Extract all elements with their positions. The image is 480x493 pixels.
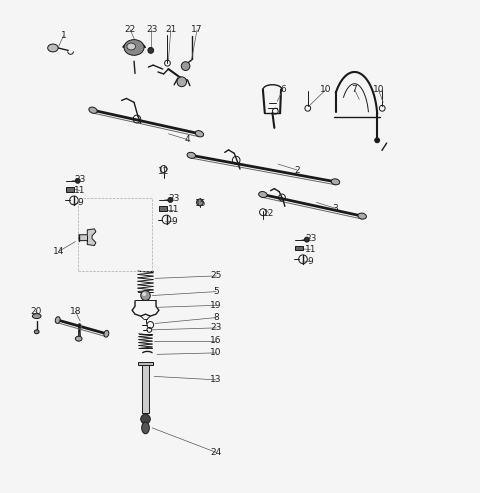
- Text: 21: 21: [165, 25, 177, 35]
- Ellipse shape: [124, 39, 144, 55]
- Circle shape: [142, 292, 146, 296]
- Text: 13: 13: [210, 375, 222, 385]
- Ellipse shape: [34, 330, 39, 334]
- Text: 16: 16: [210, 336, 222, 345]
- Text: 14: 14: [53, 247, 64, 256]
- Text: 23: 23: [146, 25, 157, 35]
- Text: 1: 1: [60, 31, 66, 40]
- Text: 23: 23: [168, 194, 180, 204]
- Text: 25: 25: [210, 272, 222, 281]
- Text: 18: 18: [70, 307, 81, 316]
- Text: 5: 5: [213, 287, 219, 296]
- Text: 12: 12: [263, 209, 275, 218]
- Text: 22: 22: [125, 25, 136, 35]
- Text: 8: 8: [213, 313, 219, 322]
- Bar: [295, 246, 303, 250]
- Polygon shape: [79, 229, 96, 246]
- Text: 10: 10: [320, 85, 332, 94]
- Text: 9: 9: [308, 257, 313, 266]
- Ellipse shape: [75, 336, 82, 341]
- Text: 17: 17: [192, 25, 203, 35]
- Circle shape: [197, 199, 203, 206]
- Text: 20: 20: [30, 307, 41, 316]
- Text: 9: 9: [171, 216, 177, 225]
- Text: 15: 15: [195, 199, 206, 208]
- Ellipse shape: [33, 314, 41, 318]
- Text: 10: 10: [210, 349, 222, 357]
- Ellipse shape: [195, 131, 204, 137]
- Text: 3: 3: [333, 204, 338, 213]
- Circle shape: [141, 290, 150, 300]
- Text: 2: 2: [294, 166, 300, 175]
- Circle shape: [75, 178, 80, 183]
- Bar: [66, 187, 74, 192]
- Text: 23: 23: [74, 176, 86, 184]
- Bar: [142, 365, 149, 413]
- Ellipse shape: [89, 107, 97, 113]
- Text: 11: 11: [74, 186, 86, 195]
- Ellipse shape: [127, 43, 135, 50]
- Bar: [78, 199, 152, 271]
- Ellipse shape: [358, 213, 366, 219]
- Bar: [159, 206, 167, 211]
- Text: 10: 10: [372, 85, 384, 94]
- Circle shape: [304, 237, 309, 242]
- Circle shape: [375, 138, 380, 143]
- Circle shape: [141, 414, 150, 424]
- Text: 11: 11: [305, 245, 316, 254]
- Text: 11: 11: [168, 205, 180, 214]
- Text: 23: 23: [210, 323, 222, 332]
- Ellipse shape: [187, 152, 195, 158]
- Text: 23: 23: [305, 234, 316, 243]
- Ellipse shape: [259, 192, 267, 198]
- Ellipse shape: [142, 422, 149, 434]
- Text: 24: 24: [211, 448, 222, 457]
- Text: 7: 7: [352, 85, 358, 94]
- Ellipse shape: [331, 179, 340, 185]
- Text: 4: 4: [185, 135, 190, 144]
- Circle shape: [181, 62, 190, 70]
- Bar: [138, 362, 153, 365]
- Circle shape: [168, 198, 173, 203]
- Circle shape: [177, 77, 187, 87]
- Ellipse shape: [48, 44, 58, 52]
- Text: 9: 9: [77, 198, 83, 207]
- Text: 6: 6: [280, 85, 286, 94]
- Circle shape: [148, 47, 154, 53]
- Text: 12: 12: [158, 167, 169, 176]
- Ellipse shape: [55, 317, 60, 323]
- Text: 19: 19: [210, 301, 222, 310]
- Ellipse shape: [104, 330, 109, 337]
